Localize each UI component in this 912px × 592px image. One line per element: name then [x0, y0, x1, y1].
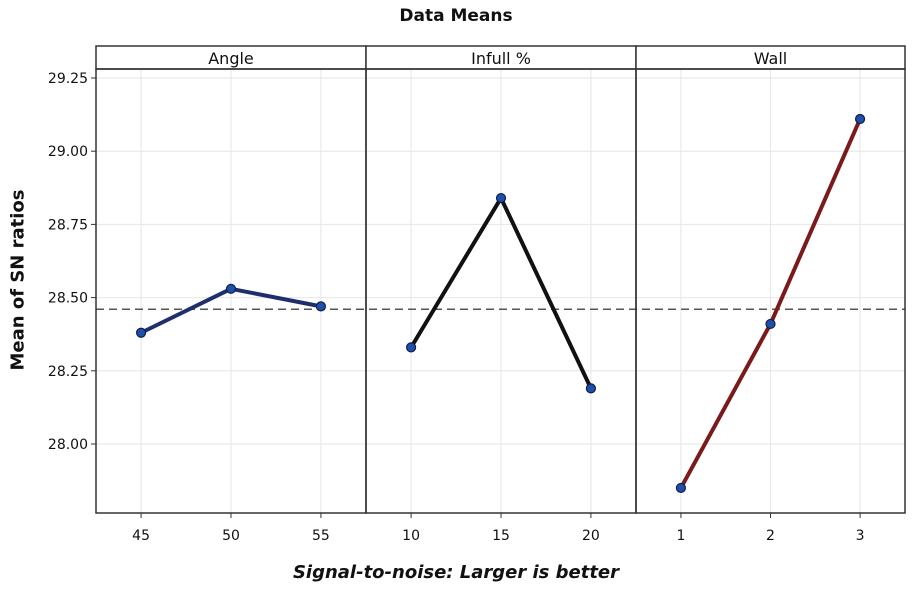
data-point: [765, 318, 776, 330]
y-tick-label: 28.75: [48, 217, 88, 233]
x-tick-label: 1: [676, 528, 685, 544]
x-tick-label: 2: [766, 528, 775, 544]
y-tick-label: 28.25: [48, 364, 88, 380]
data-point: [405, 342, 417, 353]
x-tick-label: 10: [402, 528, 420, 544]
y-tick-label: 28.50: [48, 291, 88, 307]
data-point: [854, 113, 866, 125]
x-axis-label: Signal-to-noise: Larger is better: [292, 562, 620, 583]
y-tick-label: 29.25: [48, 71, 88, 87]
chart-title: Data Means: [399, 6, 513, 26]
x-tick-label: 3: [856, 528, 865, 544]
data-point: [495, 192, 507, 204]
x-tick-label: 50: [222, 528, 240, 544]
x-tick-label: 20: [582, 528, 600, 544]
panel-label: Wall: [754, 49, 788, 68]
data-point: [135, 327, 147, 338]
y-tick-label: 29.00: [48, 144, 88, 160]
panel-label: Angle: [208, 49, 254, 68]
y-tick-label: 28.00: [48, 437, 88, 453]
data-point: [675, 482, 687, 494]
data-point: [315, 301, 327, 312]
data-point: [585, 383, 597, 394]
x-tick-label: 45: [132, 528, 150, 544]
x-tick-label: 55: [312, 528, 330, 544]
data-point: [225, 283, 237, 294]
x-tick-label: 15: [492, 528, 510, 544]
panel-label: Infull %: [471, 49, 531, 68]
